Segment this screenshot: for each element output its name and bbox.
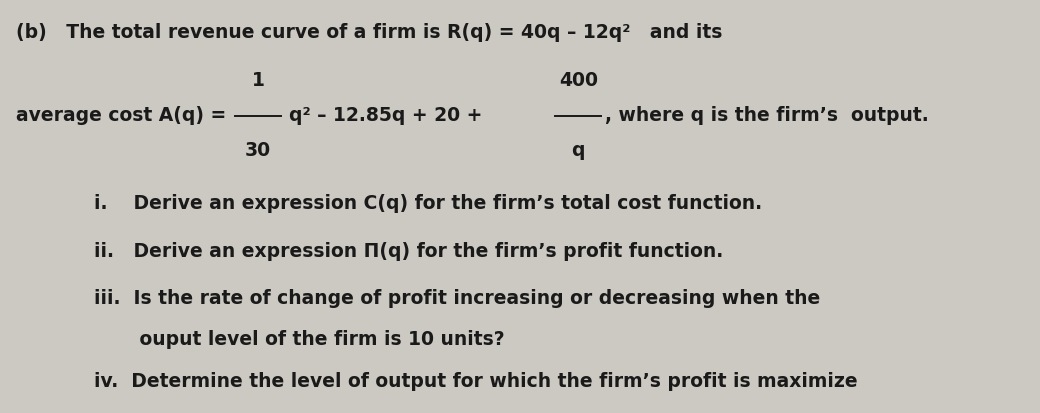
Text: i.    Derive an expression C(q) for the firm’s total cost function.: i. Derive an expression C(q) for the fir… [94, 194, 761, 213]
Text: 400: 400 [558, 71, 598, 90]
Text: (b)   The total revenue curve of a firm is R(q) = 40q – 12q²   and its: (b) The total revenue curve of a firm is… [16, 23, 722, 42]
Text: , where q is the firm’s  output.: , where q is the firm’s output. [605, 106, 929, 125]
Text: q² – 12.85q + 20 +: q² – 12.85q + 20 + [289, 106, 483, 125]
Text: 1: 1 [252, 71, 264, 90]
Text: iv.  Determine the level of output for which the firm’s profit is maximize: iv. Determine the level of output for wh… [94, 372, 857, 391]
Text: ouput level of the firm is 10 units?: ouput level of the firm is 10 units? [94, 330, 504, 349]
Text: ii.   Derive an expression Π(q) for the firm’s profit function.: ii. Derive an expression Π(q) for the fi… [94, 242, 723, 261]
Text: 30: 30 [244, 141, 271, 160]
Text: iii.  Is the rate of change of profit increasing or decreasing when the: iii. Is the rate of change of profit inc… [94, 289, 820, 308]
Text: average cost A(q) =: average cost A(q) = [16, 106, 232, 125]
Text: q: q [572, 141, 584, 160]
